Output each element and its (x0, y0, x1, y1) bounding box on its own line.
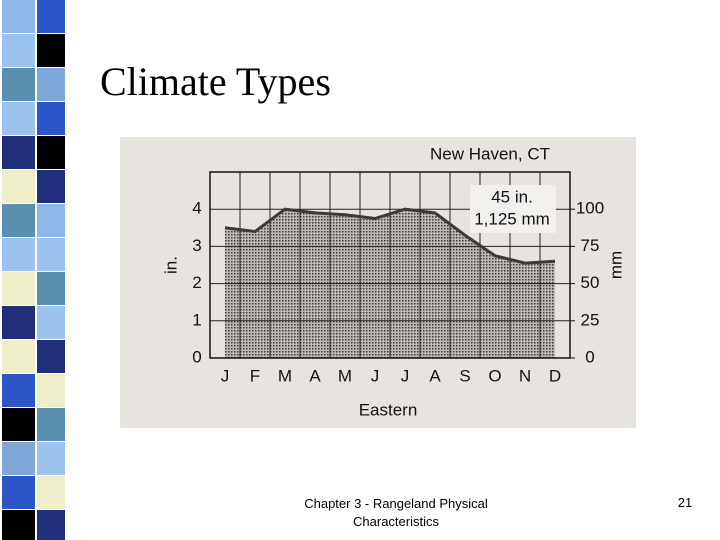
x-axis-label: Eastern (359, 400, 418, 419)
x-tick-label: M (338, 366, 352, 385)
y2-tick-label: 25 (581, 310, 600, 329)
y2-axis-label: mm (606, 251, 625, 279)
decor-square (2, 238, 35, 271)
side-decoration (2, 0, 65, 540)
y-tick-label: 4 (192, 199, 201, 218)
x-tick-label: N (519, 366, 531, 385)
decor-square (37, 510, 65, 540)
footer: Chapter 3 - Rangeland Physical Character… (304, 496, 488, 529)
x-tick-label: M (278, 366, 292, 385)
decor-square (37, 136, 65, 169)
y-tick-label: 1 (192, 310, 201, 329)
slide-title: Climate Types (100, 59, 331, 104)
decor-square (37, 408, 65, 441)
page-number: 21 (677, 495, 693, 510)
decor-square (37, 340, 65, 373)
x-tick-label: J (401, 366, 410, 385)
decor-square (2, 510, 35, 540)
y2-tick-label: 75 (581, 236, 600, 255)
decor-square (2, 408, 35, 441)
y2-tick-label: 0 (585, 347, 594, 366)
decor-square (37, 204, 65, 237)
decor-square (2, 0, 35, 33)
decor-square (2, 476, 35, 509)
decor-square (37, 238, 65, 271)
decor-square (37, 272, 65, 305)
decor-square (37, 170, 65, 203)
decor-square (37, 0, 65, 33)
decor-square (37, 374, 65, 407)
decor-square (2, 340, 35, 373)
x-tick-label: F (250, 366, 260, 385)
annotation-box (470, 185, 556, 233)
decor-square (37, 102, 65, 135)
decor-square (2, 34, 35, 67)
decor-square (37, 34, 65, 67)
decor-square (2, 272, 35, 305)
y2-tick-label: 100 (576, 199, 604, 218)
y-axis-label: in. (161, 256, 180, 274)
annotation: 1,125 mm (474, 209, 550, 228)
decor-square (37, 476, 65, 509)
chart-title: New Haven, CT (430, 144, 550, 163)
decor-square (2, 136, 35, 169)
y2-tick-label: 50 (581, 273, 600, 292)
plot-frame (209, 171, 571, 359)
x-tick-label: J (371, 366, 380, 385)
x-tick-label: A (429, 366, 441, 385)
decor-square (37, 442, 65, 475)
x-tick-label: J (221, 366, 230, 385)
decor-square (37, 306, 65, 339)
decor-square (37, 68, 65, 101)
annotation: 45 in. (491, 187, 533, 206)
decor-square (2, 204, 35, 237)
decor-square (2, 170, 35, 203)
decor-square (2, 306, 35, 339)
line (224, 207, 556, 265)
x-tick-label: S (459, 366, 470, 385)
x-tick-label: O (488, 366, 501, 385)
x-tick-label: D (549, 366, 561, 385)
x-tick-label: A (309, 366, 321, 385)
decor-square (2, 68, 35, 101)
y-tick-label: 2 (192, 273, 201, 292)
decor-square (2, 374, 35, 407)
y-tick-label: 3 (192, 236, 201, 255)
decor-square (2, 442, 35, 475)
decor-square (2, 102, 35, 135)
y-tick-label: 0 (192, 347, 201, 366)
